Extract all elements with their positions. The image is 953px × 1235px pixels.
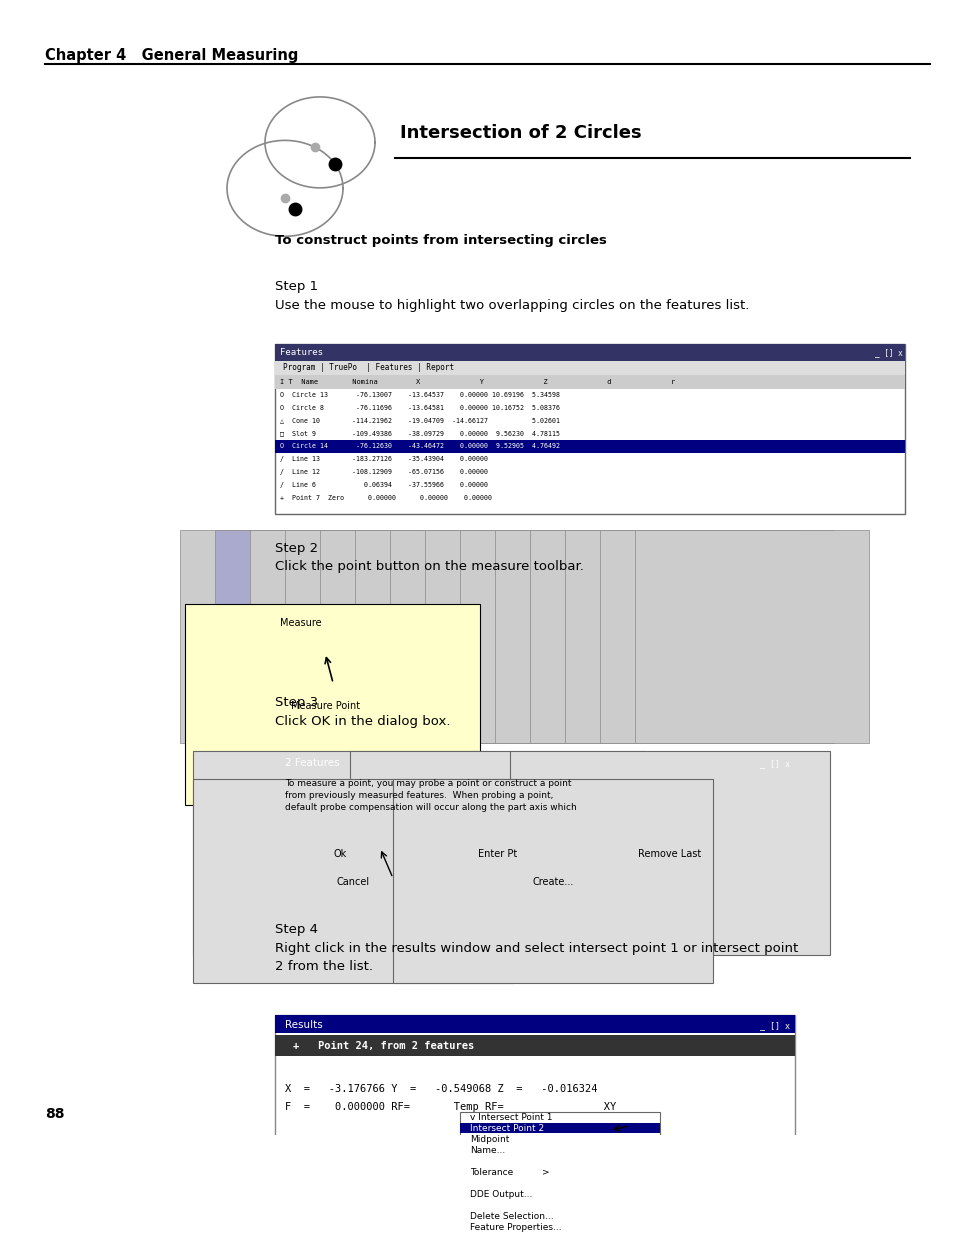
Text: /  Line 6            0.06394    -37.55966    0.00000: / Line 6 0.06394 -37.55966 0.00000 <box>280 482 559 488</box>
FancyBboxPatch shape <box>495 530 728 743</box>
FancyBboxPatch shape <box>274 374 904 389</box>
Text: Cancel: Cancel <box>336 877 369 887</box>
Text: I T  Name        Nomina         X              Y              Z              d  : I T Name Nomina X Y Z d <box>280 379 675 384</box>
Text: Remove Last: Remove Last <box>638 850 700 860</box>
Text: /  Line 13        -183.27126    -35.43904    0.00000: / Line 13 -183.27126 -35.43904 0.00000 <box>280 456 559 462</box>
Text: Feature Properties...: Feature Properties... <box>470 1223 561 1231</box>
FancyBboxPatch shape <box>319 530 554 743</box>
Text: Click OK in the dialog box.: Click OK in the dialog box. <box>274 715 450 727</box>
FancyBboxPatch shape <box>280 773 780 834</box>
Text: Intersect Point 2: Intersect Point 2 <box>470 1124 543 1132</box>
Text: △  Cone 10        -114.21962    -19.04709  -14.66127           5.02601: △ Cone 10 -114.21962 -19.04709 -14.66127… <box>280 417 559 424</box>
Text: DDE Output...: DDE Output... <box>470 1189 532 1199</box>
FancyBboxPatch shape <box>459 530 693 743</box>
Text: +  Point 7  Zero      0.00000      0.00000    0.00000: + Point 7 Zero 0.00000 0.00000 0.00000 <box>280 495 563 501</box>
FancyBboxPatch shape <box>214 530 449 743</box>
FancyBboxPatch shape <box>510 751 829 956</box>
FancyBboxPatch shape <box>459 1112 659 1235</box>
FancyBboxPatch shape <box>274 440 904 453</box>
Text: _ [] x: _ [] x <box>760 758 789 768</box>
FancyBboxPatch shape <box>274 753 794 772</box>
Text: X  =   -3.176766 Y  =   -0.549068 Z  =   -0.016324: X = -3.176766 Y = -0.549068 Z = -0.01632… <box>285 1084 597 1094</box>
Text: Ok: Ok <box>334 850 347 860</box>
FancyBboxPatch shape <box>355 530 588 743</box>
Text: +   Point 24, from 2 features: + Point 24, from 2 features <box>293 1041 474 1051</box>
Text: Chapter 4   General Measuring: Chapter 4 General Measuring <box>45 48 298 63</box>
Text: To construct points from intersecting circles: To construct points from intersecting ci… <box>274 235 606 247</box>
FancyBboxPatch shape <box>274 753 794 895</box>
Text: Measure Point: Measure Point <box>291 700 359 710</box>
Text: To measure a point, you may probe a point or construct a point
from previously m: To measure a point, you may probe a poin… <box>285 779 577 811</box>
FancyBboxPatch shape <box>285 530 518 743</box>
FancyBboxPatch shape <box>530 530 763 743</box>
FancyBboxPatch shape <box>274 1035 794 1056</box>
Text: _ [] x: _ [] x <box>760 1020 789 1030</box>
Text: 2 Features: 2 Features <box>285 758 339 768</box>
Text: Create...: Create... <box>532 877 573 887</box>
Text: Intersection of 2 Circles: Intersection of 2 Circles <box>399 124 641 142</box>
Text: Name...: Name... <box>470 1146 505 1155</box>
FancyBboxPatch shape <box>599 530 833 743</box>
Text: Results: Results <box>285 1020 322 1030</box>
Text: Enter Pt: Enter Pt <box>477 850 517 860</box>
Text: Step 4: Step 4 <box>274 924 317 936</box>
FancyBboxPatch shape <box>180 530 414 743</box>
Text: Use the mouse to highlight two overlapping circles on the features list.: Use the mouse to highlight two overlappi… <box>274 299 749 311</box>
FancyBboxPatch shape <box>459 1123 659 1134</box>
Text: Midpoint: Midpoint <box>470 1135 509 1144</box>
FancyBboxPatch shape <box>393 779 712 983</box>
Text: Delete Selection...: Delete Selection... <box>470 1212 553 1220</box>
Text: Step 1: Step 1 <box>274 280 317 293</box>
Text: Measure: Measure <box>280 619 321 629</box>
Text: F  =    0.000000 RF=       Temp RF=                XY: F = 0.000000 RF= Temp RF= XY <box>285 1103 616 1113</box>
FancyBboxPatch shape <box>274 361 904 374</box>
FancyBboxPatch shape <box>564 530 799 743</box>
FancyBboxPatch shape <box>390 530 623 743</box>
Text: _ [] x: _ [] x <box>874 348 902 357</box>
Text: Click the point button on the measure toolbar.: Click the point button on the measure to… <box>274 561 583 573</box>
FancyBboxPatch shape <box>185 604 479 805</box>
FancyBboxPatch shape <box>274 1015 794 1034</box>
Text: □  Slot 9         -109.49386    -38.09729    0.00000  9.56230  4.78115: □ Slot 9 -109.49386 -38.09729 0.00000 9.… <box>280 431 559 437</box>
Text: 88: 88 <box>45 1107 65 1121</box>
FancyBboxPatch shape <box>350 751 644 956</box>
FancyBboxPatch shape <box>193 779 513 983</box>
Text: O  Circle 8        -76.11696    -13.64581    0.00000 10.16752  5.08376: O Circle 8 -76.11696 -13.64581 0.00000 1… <box>280 405 559 411</box>
FancyBboxPatch shape <box>274 345 904 515</box>
Text: v Intersect Point 1: v Intersect Point 1 <box>470 1113 552 1123</box>
Text: Program | TruePo  | Features | Report: Program | TruePo | Features | Report <box>283 363 454 373</box>
Text: Features: Features <box>280 348 323 357</box>
FancyBboxPatch shape <box>193 751 488 956</box>
Text: /  Line 12        -108.12909    -65.07156    0.00000: / Line 12 -108.12909 -65.07156 0.00000 <box>280 469 559 475</box>
Text: Tolerance          >: Tolerance > <box>470 1168 549 1177</box>
Text: Right click in the results window and select intersect point 1 or intersect poin: Right click in the results window and se… <box>274 941 798 973</box>
FancyBboxPatch shape <box>274 345 904 361</box>
FancyBboxPatch shape <box>424 530 659 743</box>
Text: Step 2: Step 2 <box>274 542 317 555</box>
Text: Step 3: Step 3 <box>274 697 317 709</box>
FancyBboxPatch shape <box>250 530 483 743</box>
Text: O  Circle 13       -76.13007    -13.64537    0.00000 10.69196  5.34598: O Circle 13 -76.13007 -13.64537 0.00000 … <box>280 391 559 398</box>
FancyBboxPatch shape <box>274 601 794 662</box>
FancyBboxPatch shape <box>635 530 868 743</box>
Text: O  Circle 14       -76.12630    -43.46472    0.00000  9.52905  4.76492: O Circle 14 -76.12630 -43.46472 0.00000 … <box>280 443 559 450</box>
FancyBboxPatch shape <box>274 1015 794 1181</box>
